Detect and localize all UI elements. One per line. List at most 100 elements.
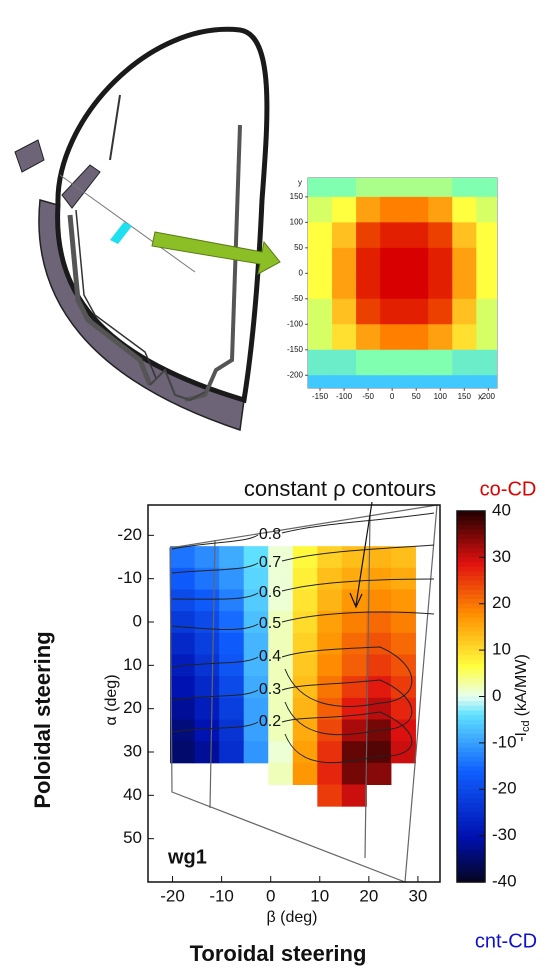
contour-label: 0.7 — [259, 554, 281, 571]
heat-cell — [356, 375, 381, 388]
heat-cell — [194, 567, 220, 590]
colorbar-band — [457, 608, 485, 614]
colorbar-band — [457, 640, 485, 647]
heat-cell — [428, 273, 453, 300]
panel-label: wg1 — [167, 846, 207, 868]
heat-cell — [341, 676, 367, 699]
heat-cell — [194, 546, 220, 569]
heat-cell — [317, 611, 343, 634]
colorbar-band — [457, 613, 485, 619]
colorbar-band — [457, 580, 485, 586]
heat-cell — [332, 324, 357, 351]
heat-cell — [366, 676, 392, 699]
heat-cell — [308, 273, 333, 300]
colorbar-band — [457, 826, 485, 832]
heat-cell — [170, 589, 196, 612]
y-tick-label: 40 — [123, 785, 142, 804]
tokamak-drawing — [14, 26, 281, 431]
heat-cell — [194, 654, 220, 677]
colorbar-band — [457, 589, 485, 596]
colorbar-tick-label: 30 — [492, 547, 511, 566]
heat-cell — [356, 298, 381, 325]
heat-cell — [366, 741, 392, 764]
colorbar-band — [457, 668, 485, 674]
heat-cell — [170, 611, 196, 634]
heat-cell — [292, 697, 318, 720]
heat-cell — [428, 222, 453, 249]
heat-cell — [308, 196, 333, 223]
heat-cell — [404, 196, 429, 223]
heat-cell — [292, 676, 318, 699]
heat-cell — [308, 349, 333, 376]
x-tick-label: 30 — [408, 886, 427, 905]
colorbar-band — [457, 575, 485, 582]
heat-cell — [268, 676, 294, 699]
colorbar-band — [457, 742, 485, 749]
inset-y-label: y — [298, 178, 302, 187]
colorbar-band — [457, 682, 485, 688]
heat-cell — [452, 298, 477, 325]
y-tick-label: 50 — [123, 828, 142, 847]
heat-cell — [476, 324, 497, 351]
heat-cell — [476, 298, 497, 325]
contour-label: 0.5 — [259, 615, 281, 632]
heat-cell — [219, 546, 245, 569]
colorbar-band — [457, 747, 485, 753]
colorbar-band — [457, 766, 485, 772]
heat-cell — [194, 697, 220, 720]
contour-line — [171, 646, 413, 707]
heat-cell — [292, 762, 318, 785]
colorbar-band — [457, 830, 485, 837]
colorbar-band — [457, 515, 485, 521]
heat-cell — [404, 349, 429, 376]
heat-cell — [341, 762, 367, 785]
inset-x-tick-label: 50 — [412, 392, 421, 401]
colorbar-tick-label: 0 — [492, 686, 501, 705]
colorbar-bottom-label: cnt-CD — [475, 930, 537, 952]
heat-cell — [341, 589, 367, 612]
heat-cell — [170, 697, 196, 720]
colorbar-label: -Icd (kA/MW) — [513, 654, 532, 742]
colorbar-band — [457, 807, 485, 814]
annotation: constant ρ contours — [244, 476, 436, 501]
colorbar-band — [457, 529, 485, 535]
y-tick-label: 0 — [133, 611, 142, 630]
heat-cell — [404, 324, 429, 351]
heat-cell — [243, 632, 269, 655]
inset-x-tick-label: 100 — [434, 392, 448, 401]
colorbar-tick-label: -30 — [492, 825, 517, 844]
y-tick-label: 30 — [123, 741, 142, 760]
heat-cell — [317, 654, 343, 677]
heat-cell — [380, 247, 405, 274]
heat-cell — [341, 719, 367, 742]
heat-cell — [404, 222, 429, 249]
heat-cell — [452, 178, 477, 198]
heat-cell — [268, 719, 294, 742]
inset-y-tick-label: 100 — [290, 217, 304, 226]
heat-cell — [332, 196, 357, 223]
heat-cell — [332, 375, 357, 388]
heat-cell — [317, 567, 343, 590]
heat-cell — [317, 676, 343, 699]
inset-x-tick-label: 0 — [390, 392, 395, 401]
colorbar-band — [457, 868, 485, 874]
colorbar-band — [457, 872, 485, 878]
colorbar-band — [457, 543, 485, 549]
heat-cell — [366, 762, 392, 785]
heat-cell — [366, 589, 392, 612]
colorbar-band — [457, 775, 485, 781]
heat-cell — [268, 762, 294, 785]
heat-cell — [404, 375, 429, 388]
heat-cell — [317, 762, 343, 785]
y-axis-unit: α (deg) — [103, 674, 120, 725]
contour-line — [171, 611, 435, 630]
heat-cell — [194, 589, 220, 612]
inset-heatmap — [308, 178, 497, 388]
heat-cell — [390, 676, 416, 699]
x-tick-label: 0 — [266, 886, 275, 905]
colorbar-band — [457, 659, 485, 665]
heat-cell — [170, 676, 196, 699]
y-tick-label: 10 — [123, 655, 142, 674]
inset-x-tick-label: -50 — [362, 392, 374, 401]
heat-cell — [380, 196, 405, 223]
